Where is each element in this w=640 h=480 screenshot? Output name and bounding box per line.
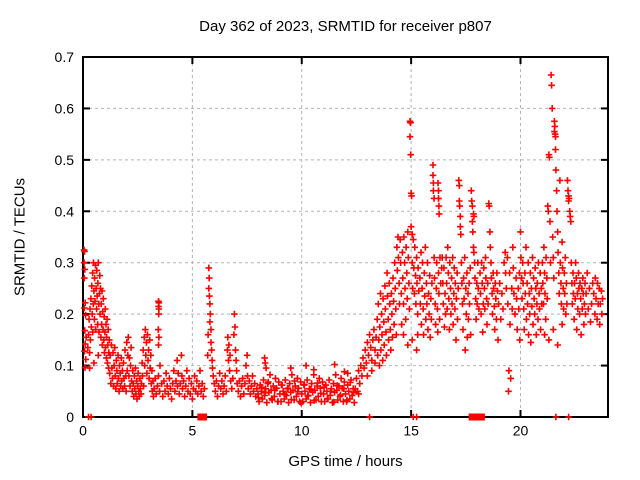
y-tick-label-0.1: 0.1 <box>55 358 75 374</box>
plot-border <box>82 56 609 418</box>
x-tick-label-20: 20 <box>513 422 529 438</box>
chart-title: Day 362 of 2023, SRMTID for receiver p80… <box>199 18 492 35</box>
y-tick-label-0.5: 0.5 <box>55 152 75 168</box>
y-tick-label-0.7: 0.7 <box>55 49 75 65</box>
y-tick-label-0.6: 0.6 <box>55 100 75 116</box>
zero-value-cluster-0 <box>197 413 208 421</box>
x-tick-label-15: 15 <box>403 422 419 438</box>
y-axis-label: SRMTID / TECUs <box>11 177 29 297</box>
zero-value-cluster-1 <box>468 413 485 421</box>
y-tick-label-0.2: 0.2 <box>55 306 75 322</box>
scatter-points-series-srmtid <box>80 71 606 421</box>
x-axis-label: GPS time / hours <box>288 453 403 470</box>
x-tick-label-10: 10 <box>294 422 310 438</box>
x-tick-label-5: 5 <box>188 422 196 438</box>
y-tick-label-0: 0 <box>66 409 74 425</box>
x-tick-label-0: 0 <box>79 422 87 438</box>
y-tick-label-0.3: 0.3 <box>55 255 75 271</box>
y-tick-label-0.4: 0.4 <box>55 203 75 219</box>
